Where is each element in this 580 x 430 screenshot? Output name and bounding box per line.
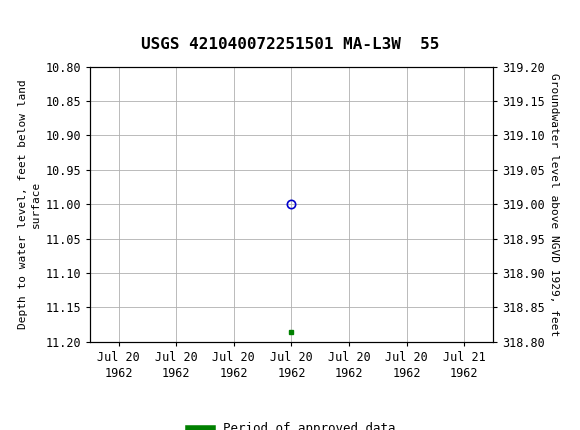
Y-axis label: Groundwater level above NGVD 1929, feet: Groundwater level above NGVD 1929, feet — [549, 73, 559, 336]
Bar — [5, 3, 48, 37]
Legend: Period of approved data: Period of approved data — [183, 417, 400, 430]
Text: USGS 421040072251501 MA-L3W  55: USGS 421040072251501 MA-L3W 55 — [141, 37, 439, 52]
Y-axis label: Depth to water level, feet below land
surface: Depth to water level, feet below land su… — [18, 80, 41, 329]
Text: USGS: USGS — [55, 11, 110, 29]
